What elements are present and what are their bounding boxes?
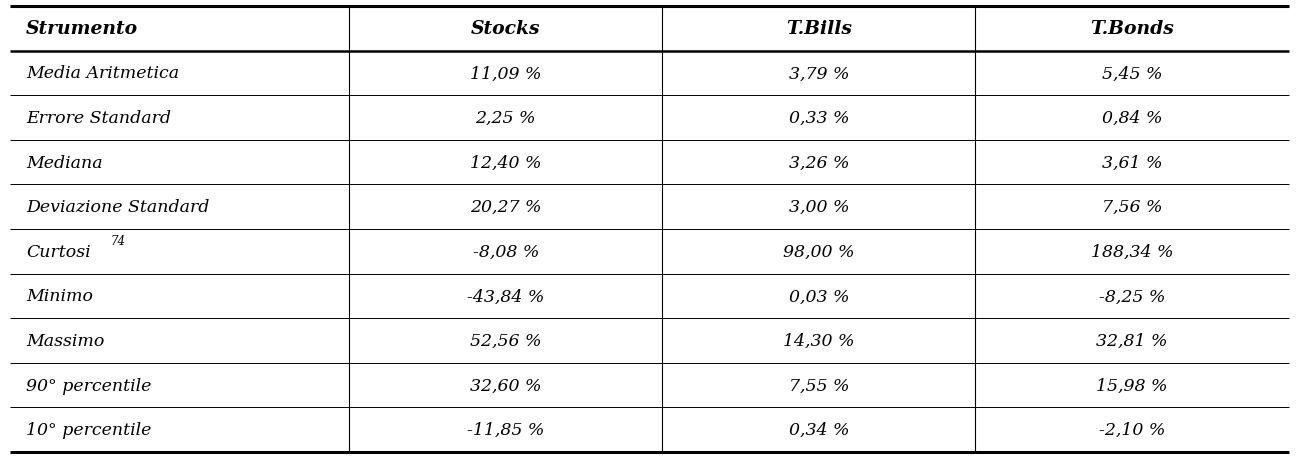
Text: 0,34 %: 0,34 % (788, 421, 850, 438)
Text: 3,00 %: 3,00 % (788, 199, 850, 216)
Text: 188,34 %: 188,34 % (1091, 243, 1173, 260)
Text: Minimo: Minimo (26, 288, 94, 305)
Text: -8,25 %: -8,25 % (1099, 288, 1165, 305)
Text: 3,61 %: 3,61 % (1102, 154, 1163, 171)
Text: 2,25 %: 2,25 % (475, 110, 536, 127)
Text: -8,08 %: -8,08 % (473, 243, 539, 260)
Text: 32,81 %: 32,81 % (1096, 332, 1168, 349)
Text: 20,27 %: 20,27 % (470, 199, 542, 216)
Text: -11,85 %: -11,85 % (468, 421, 544, 438)
Text: 5,45 %: 5,45 % (1102, 65, 1163, 82)
Text: 0,84 %: 0,84 % (1102, 110, 1163, 127)
Text: 32,60 %: 32,60 % (470, 377, 542, 394)
Text: 74: 74 (110, 234, 126, 247)
Text: T.Bills: T.Bills (786, 20, 852, 38)
Text: 7,56 %: 7,56 % (1102, 199, 1163, 216)
Text: Errore Standard: Errore Standard (26, 110, 171, 127)
Text: Curtosi: Curtosi (26, 243, 91, 260)
Text: 11,09 %: 11,09 % (470, 65, 542, 82)
Text: Strumento: Strumento (26, 20, 138, 38)
Text: T.Bonds: T.Bonds (1090, 20, 1174, 38)
Text: 0,33 %: 0,33 % (788, 110, 850, 127)
Text: 7,55 %: 7,55 % (788, 377, 850, 394)
Text: 15,98 %: 15,98 % (1096, 377, 1168, 394)
Text: -2,10 %: -2,10 % (1099, 421, 1165, 438)
Text: 52,56 %: 52,56 % (470, 332, 542, 349)
Text: 14,30 %: 14,30 % (783, 332, 855, 349)
Text: 98,00 %: 98,00 % (783, 243, 855, 260)
Text: -43,84 %: -43,84 % (468, 288, 544, 305)
Text: Stocks: Stocks (472, 20, 540, 38)
Text: 10° percentile: 10° percentile (26, 421, 152, 438)
Text: Mediana: Mediana (26, 154, 103, 171)
Text: Massimo: Massimo (26, 332, 104, 349)
Text: 12,40 %: 12,40 % (470, 154, 542, 171)
Text: 3,26 %: 3,26 % (788, 154, 850, 171)
Text: Media Aritmetica: Media Aritmetica (26, 65, 179, 82)
Text: 90° percentile: 90° percentile (26, 377, 152, 394)
Text: 0,03 %: 0,03 % (788, 288, 850, 305)
Text: 3,79 %: 3,79 % (788, 65, 850, 82)
Text: Deviazione Standard: Deviazione Standard (26, 199, 209, 216)
